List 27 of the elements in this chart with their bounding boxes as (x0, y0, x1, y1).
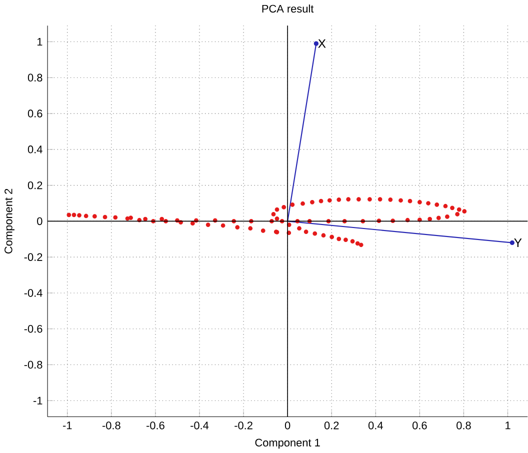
y-tick-label: 1 (37, 38, 42, 46)
x-tick-label: 0.8 (456, 422, 471, 430)
y-tick-label: -1 (33, 396, 42, 404)
annotation: Y (514, 238, 522, 247)
x-tick-label: -0.6 (146, 422, 164, 430)
x-tick-label: 0.6 (412, 422, 427, 430)
annotation: X (318, 39, 326, 48)
y-tick-label: -0.8 (24, 360, 42, 369)
y-tick-label: 0.4 (28, 145, 42, 154)
x-axis-title: Component 1 (255, 438, 320, 449)
x-tick-label: -0.2 (234, 422, 252, 430)
y-axis-title: Component 2 (4, 188, 14, 254)
y-tick-label: 0.8 (28, 74, 42, 82)
y-tick-label: 0 (37, 217, 42, 225)
y-tick-label: -0.6 (24, 324, 42, 333)
x-tick-label: -1 (62, 422, 72, 430)
x-tick-label: 0.2 (324, 422, 339, 430)
y-tick-label: 0.6 (28, 110, 42, 118)
x-tick-label: -0.4 (190, 422, 209, 430)
x-tick-label: 0.4 (368, 422, 383, 430)
x-tick-label: 0 (284, 422, 290, 430)
y-tick-label: 0.2 (28, 181, 42, 190)
y-tick-label: -0.4 (24, 289, 42, 297)
y-tick-label: -0.2 (24, 253, 42, 261)
x-tick-label: -0.8 (102, 422, 120, 430)
chart-title: PCA result (262, 4, 314, 12)
x-tick-label: 1 (506, 422, 510, 430)
